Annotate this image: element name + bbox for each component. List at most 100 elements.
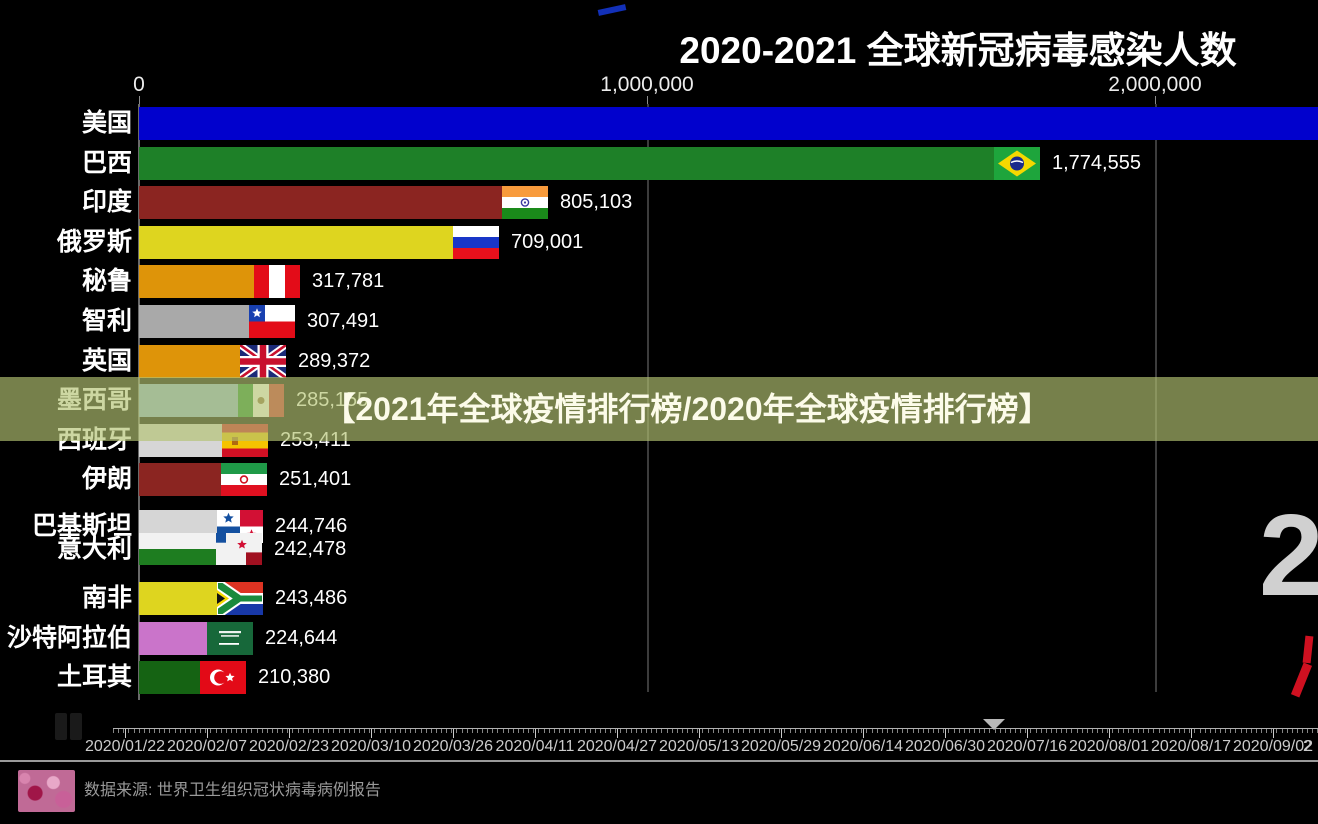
timeline-minor-tick [984,729,986,733]
bar-value-label: 289,372 [298,349,371,372]
timeline-minor-tick [348,729,350,733]
footer-divider [0,760,1318,762]
timeline-minor-tick [558,729,560,733]
timeline-minor-tick [1102,729,1104,733]
timeline-minor-tick [1143,729,1145,733]
timeline-minor-tick [266,729,268,733]
timeline-minor-tick [630,729,632,733]
timeline-minor-tick [482,729,483,733]
timeline-ruler[interactable] [113,728,1318,729]
x-axis-tick-mark [1155,96,1156,104]
timeline-minor-tick [128,729,130,733]
timeline-minor-tick [640,729,642,733]
country-bar [139,304,295,338]
peru-flag-icon [254,264,300,298]
timeline-minor-tick [584,729,586,733]
timeline-minor-tick [999,729,1001,733]
timeline-minor-tick [717,729,719,733]
timeline-minor-tick [661,729,663,733]
timeline-minor-tick [769,729,770,733]
timeline-major-tick [699,729,700,738]
timeline-minor-tick [312,729,314,733]
pause-icon[interactable] [55,713,67,740]
timeline-minor-tick [1266,729,1268,733]
timeline-minor-tick [763,729,765,733]
timeline-minor-tick [902,729,904,733]
country-label: 意大利 [56,535,132,563]
timeline-minor-tick [681,729,683,733]
timeline-minor-tick [256,729,258,733]
country-label: 沙特阿拉伯 [6,623,132,652]
timeline-minor-tick [297,729,299,733]
timeline-minor-tick [441,729,442,733]
country-bar [139,660,246,694]
timeline-minor-tick [1296,729,1298,733]
timeline-minor-tick [118,729,120,733]
timeline-minor-tick [907,729,909,733]
x-axis-tick-mark [647,96,648,104]
watermark-band [0,377,1318,441]
timeline-minor-tick [743,729,745,733]
timeline-minor-tick [154,729,155,733]
timeline-minor-tick [543,729,545,733]
timeline-minor-tick [1240,729,1242,733]
timeline-minor-tick [876,729,878,733]
turkey-flag-icon [200,660,246,694]
timeline-minor-tick [1066,729,1068,733]
timeline-minor-tick [1189,729,1191,733]
timeline-minor-tick [287,729,289,733]
pause-icon[interactable] [70,713,82,740]
timeline-minor-tick [1245,729,1247,733]
bar-value-label: 242,478 [274,538,347,560]
bar-value-label: 307,491 [307,309,380,332]
timeline-minor-tick [728,729,729,733]
timeline-minor-tick [148,729,150,733]
timeline-date-label: 2020/03/10 [330,738,412,755]
chile-flag-icon [249,304,295,338]
timeline-minor-tick [184,729,186,733]
bar-value-label: 317,781 [312,269,385,292]
timeline-minor-tick [400,729,401,733]
timeline-minor-tick [1056,729,1057,733]
timeline-minor-tick [1050,729,1052,733]
timeline-minor-tick [446,729,448,733]
timeline-minor-tick [697,729,699,733]
timeline-minor-tick [707,729,709,733]
timeline-minor-tick [974,729,975,733]
timeline-minor-tick [574,729,576,733]
timeline-minor-tick [1255,729,1257,733]
timeline-minor-tick [1153,729,1155,733]
timeline-major-tick [535,729,536,738]
country-label: 美国 [81,108,132,137]
timeline-date-label: 2020/08/01 [1068,738,1150,755]
timeline-minor-tick [968,729,970,733]
timeline-minor-tick [271,729,273,733]
timeline-minor-tick [938,729,940,733]
timeline-minor-tick [897,729,899,733]
brazil-flag-icon [994,146,1040,180]
timeline-minor-tick [205,729,207,733]
bar-value-label: 244,746 [275,515,348,537]
timeline-date-label: 2020/06/14 [822,738,904,755]
bar-value-label: 251,401 [279,467,352,490]
timeline-minor-tick [1204,729,1206,733]
timeline-minor-tick [487,729,489,733]
bar-value-label: 709,001 [511,230,584,253]
timeline-minor-tick [1179,729,1180,733]
timeline-minor-tick [236,729,237,733]
timeline-minor-tick [318,729,319,733]
watermark-text: 【2021年全球疫情排行榜/2020年全球疫情排行榜】 [323,391,1051,427]
timeline-minor-tick [861,729,863,733]
timeline-minor-tick [1035,729,1037,733]
timeline-minor-tick [389,729,391,733]
timeline-minor-tick [927,729,929,733]
timeline-minor-tick [461,729,463,733]
timeline-minor-tick [722,729,724,733]
timeline-minor-tick [599,729,601,733]
timeline-marker[interactable] [983,719,1005,730]
timeline-minor-tick [943,729,945,733]
south-africa-flag-icon [217,581,263,615]
timeline-minor-tick [779,729,781,733]
timeline-minor-tick [1209,729,1211,733]
timeline-minor-tick [871,729,873,733]
